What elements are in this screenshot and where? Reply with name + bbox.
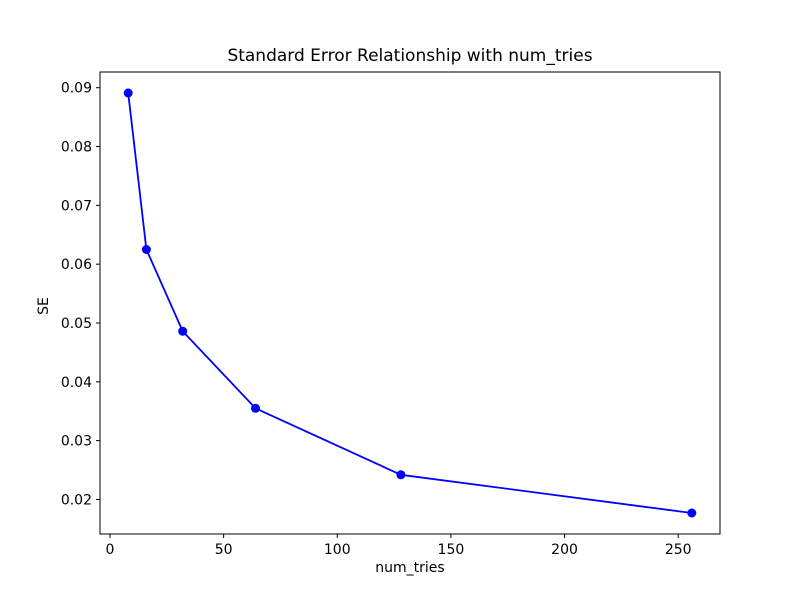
series-line	[127, 92, 693, 514]
y-tick-label: 0.07	[61, 198, 92, 214]
x-tick-label: 50	[215, 542, 233, 558]
y-tick-label: 0.05	[61, 316, 92, 332]
y-tick-label: 0.02	[61, 492, 92, 508]
data-point-marker	[687, 508, 697, 518]
x-tick-label: 250	[665, 542, 692, 558]
chart-title: Standard Error Relationship with num_tri…	[227, 46, 593, 66]
x-tick-label: 200	[551, 542, 578, 558]
y-axis-label: SE	[36, 297, 52, 315]
x-tick-label: 100	[324, 542, 351, 558]
data-point-marker	[123, 88, 133, 98]
data-point-marker	[251, 403, 260, 413]
data-point-marker	[178, 326, 188, 336]
x-tick-label: 0	[106, 542, 115, 558]
x-tick-label: 150	[438, 542, 465, 558]
data-point-marker	[141, 245, 151, 254]
y-tick-label: 0.09	[61, 81, 92, 97]
data-point-marker	[396, 470, 406, 480]
axes-spines	[99, 71, 721, 535]
x-axis-label: num_tries	[375, 560, 445, 576]
y-tick-label: 0.04	[61, 375, 92, 391]
y-tick-label: 0.08	[61, 140, 92, 156]
y-tick-label: 0.06	[61, 257, 92, 273]
y-tick-label: 0.03	[61, 434, 92, 450]
